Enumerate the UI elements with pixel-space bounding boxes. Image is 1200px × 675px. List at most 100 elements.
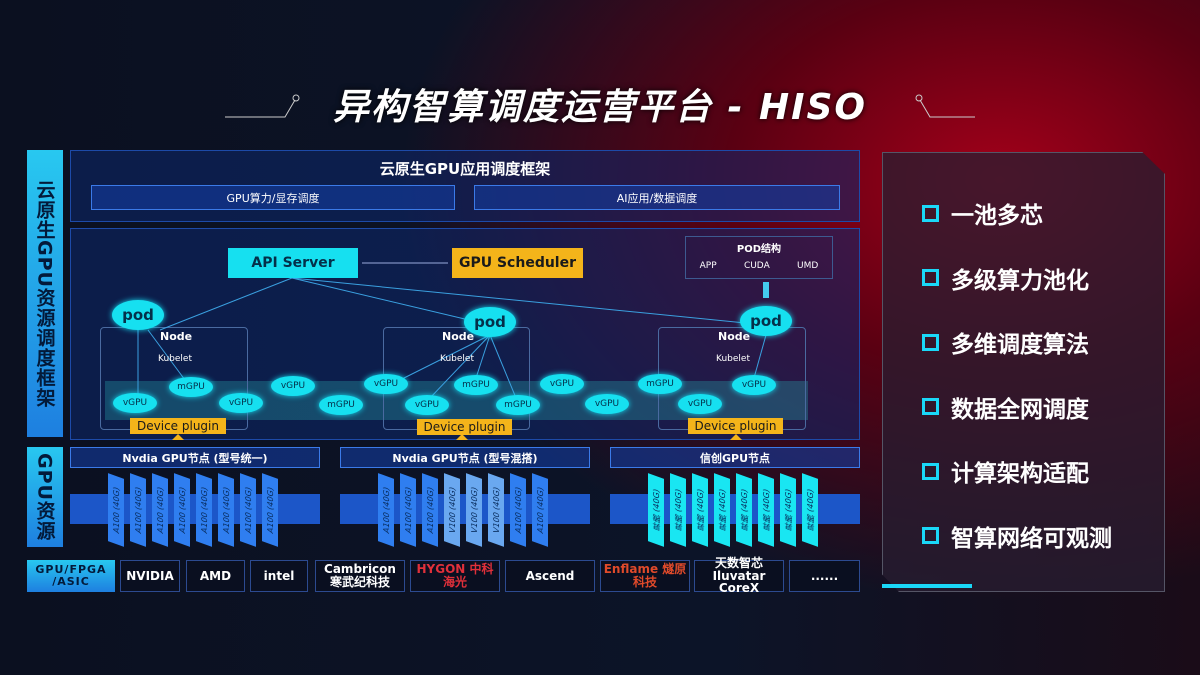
- vendor-logo: Enflame 燧原科技: [600, 560, 690, 592]
- gpu-scheduler-box: GPU Scheduler: [452, 248, 583, 278]
- gpu-ellipse: vGPU: [113, 393, 157, 413]
- gpu-card: A100 (40G): [108, 473, 124, 547]
- node-label: Node: [718, 330, 751, 343]
- device-plugin: Device plugin: [130, 418, 226, 434]
- gpu-card-label: A100 (40G): [177, 485, 187, 535]
- framework-label: 云原生GPU资源调度框架: [27, 150, 63, 437]
- gpu-card-label: 昇腾 (40G): [761, 487, 771, 533]
- feature-label: 多级算力池化: [951, 267, 1089, 294]
- gpu-card: 昇腾 (40G): [780, 473, 796, 547]
- gpu-ellipse: vGPU: [678, 394, 722, 414]
- gpu-card-label: V100 (40G): [491, 485, 501, 535]
- gpu-ellipse: mGPU: [454, 375, 498, 395]
- feature-item: 计算架构适配: [922, 454, 1089, 488]
- gpu-card: 昇腾 (40G): [648, 473, 664, 547]
- ai-data-bar: AI应用/数据调度: [474, 185, 840, 210]
- gpu-node-title: 信创GPU节点: [610, 447, 860, 468]
- device-plugin: Device plugin: [688, 418, 783, 434]
- gpu-ellipse: vGPU: [271, 376, 315, 396]
- checkbox-icon: [922, 333, 939, 351]
- vendor-logo: 天数智芯 Iluvatar CoreX: [694, 557, 784, 595]
- feature-item: 智算网络可观测: [922, 519, 1112, 553]
- gpu-card: V100 (40G): [488, 473, 504, 547]
- gpu-card: 昇腾 (40G): [802, 473, 818, 547]
- vendor-logo: ......: [789, 560, 860, 592]
- gpu-card-label: 昇腾 (40G): [695, 487, 705, 533]
- gpu-ellipse: mGPU: [638, 374, 682, 394]
- gpu-card-label: A100 (40G): [133, 485, 143, 535]
- gpu-card: A100 (40G): [532, 473, 548, 547]
- features-panel: [882, 152, 1165, 592]
- gpu-card: A100 (40G): [130, 473, 146, 547]
- gpu-compute-bar: GPU算力/显存调度: [91, 185, 455, 210]
- panel-accent: [882, 584, 972, 588]
- checkbox-icon: [922, 462, 939, 480]
- pod-ellipse: pod: [464, 307, 516, 337]
- gpu-card-label: A100 (40G): [425, 485, 435, 535]
- node-label: Node: [442, 330, 475, 343]
- gpu-card: A100 (40G): [152, 473, 168, 547]
- gpu-card-label: A100 (40G): [199, 485, 209, 535]
- gpu-card-label: A100 (40G): [403, 485, 413, 535]
- feature-item: 一池多芯: [922, 196, 1043, 230]
- gpu-ellipse: vGPU: [405, 395, 449, 415]
- gpu-card-label: 昇腾 (40G): [651, 487, 661, 533]
- feature-label: 计算架构适配: [951, 461, 1089, 487]
- feature-label: 多维调度算法: [951, 332, 1089, 358]
- gpu-ellipse: vGPU: [585, 394, 629, 414]
- pod-ellipse: pod: [112, 300, 164, 330]
- pod-structure-box: POD结构 APP CUDA UMD: [685, 236, 833, 279]
- kubelet-label: Kubelet: [158, 354, 192, 364]
- gpu-ellipse: mGPU: [319, 395, 363, 415]
- gpu-card: 昇腾 (40G): [758, 473, 774, 547]
- gpu-card: A100 (40G): [400, 473, 416, 547]
- checkbox-icon: [922, 398, 939, 415]
- gpu-card: A100 (40G): [240, 473, 256, 547]
- gpu-card-label: 昇腾 (40G): [717, 487, 727, 533]
- gpu-card-label: A100 (40G): [513, 485, 523, 535]
- gpu-ellipse: vGPU: [219, 393, 263, 413]
- page-title: 异构智算调度运营平台 - HISO: [332, 87, 868, 128]
- pod-structure-title: POD结构: [736, 244, 782, 255]
- gpu-card-label: 昇腾 (40G): [673, 487, 683, 533]
- gpu-card: A100 (40G): [218, 473, 234, 547]
- gpu-card: A100 (40G): [422, 473, 438, 547]
- gpu-ellipse: mGPU: [496, 395, 540, 415]
- pod-umd: UMD: [797, 261, 819, 271]
- checkbox-icon: [922, 527, 939, 544]
- gpu-card: 昇腾 (40G): [736, 473, 752, 547]
- feature-label: 数据全网调度: [951, 396, 1089, 423]
- gpu-ellipse: mGPU: [169, 377, 213, 397]
- vendor-logo: AMD: [186, 560, 245, 592]
- gpu-card: 昇腾 (40G): [692, 473, 708, 547]
- feature-item: 数据全网调度: [922, 390, 1089, 424]
- gpu-ellipse: vGPU: [540, 374, 584, 394]
- gpu-card: V100 (40G): [466, 473, 482, 547]
- resources-label: GPU资源: [27, 447, 63, 547]
- pod-ellipse: pod: [740, 306, 792, 336]
- gpu-ellipse: vGPU: [732, 375, 776, 395]
- pod-app: APP: [699, 261, 717, 271]
- gpu-card-label: A100 (40G): [381, 485, 391, 535]
- vendor-logo: NVIDIA: [120, 560, 180, 592]
- feature-label: 一池多芯: [951, 203, 1043, 229]
- gpu-card: A100 (40G): [378, 473, 394, 547]
- gpu-card-label: V100 (40G): [469, 485, 479, 535]
- gpu-card: A100 (40G): [262, 473, 278, 547]
- kubelet-label: Kubelet: [440, 354, 474, 364]
- gpu-card-label: 昇腾 (40G): [739, 487, 749, 533]
- gpu-card: 昇腾 (40G): [670, 473, 686, 547]
- gpu-card: A100 (40G): [174, 473, 190, 547]
- vendor-logo: Ascend: [505, 560, 595, 592]
- feature-label: 智算网络可观测: [951, 525, 1112, 552]
- vendor-logo: Cambricon 寒武纪科技: [315, 560, 405, 592]
- gpu-card: 昇腾 (40G): [714, 473, 730, 547]
- kubelet-label: Kubelet: [716, 354, 750, 364]
- gpu-card-label: V100 (40G): [447, 485, 457, 535]
- gpu-node-title: Nvdia GPU节点 (型号混搭): [340, 447, 590, 468]
- node-label: Node: [160, 330, 193, 343]
- gpu-card: A100 (40G): [196, 473, 212, 547]
- gpu-card: A100 (40G): [510, 473, 526, 547]
